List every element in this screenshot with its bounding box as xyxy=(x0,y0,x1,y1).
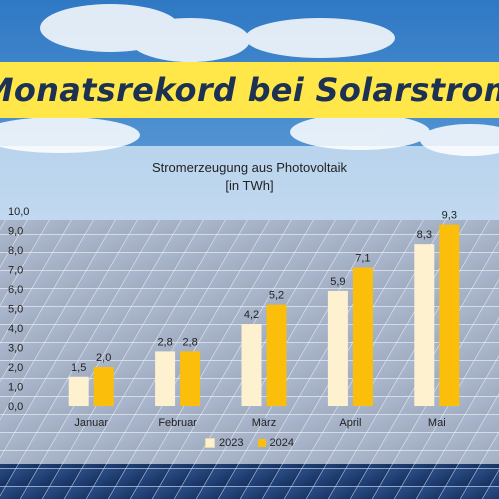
legend-label-2023: 2023 xyxy=(219,437,244,449)
y-tick-label: 2,0 xyxy=(8,362,23,374)
y-tick-label: 4,0 xyxy=(8,323,23,335)
bar-2023-april xyxy=(327,290,348,406)
bar-2023-märz xyxy=(241,324,262,406)
chart-subtitle: [in TWh] xyxy=(225,178,274,193)
y-tick-label: 7,0 xyxy=(8,265,23,277)
y-tick-label: 9,0 xyxy=(8,226,23,238)
data-label: 2,0 xyxy=(96,352,111,364)
x-tick-label: Februar xyxy=(158,417,197,429)
data-label: 4,2 xyxy=(244,309,259,321)
data-label: 1,5 xyxy=(71,362,86,374)
bar-2024-märz xyxy=(266,304,287,406)
legend-label-2024: 2024 xyxy=(269,437,294,449)
y-tick-label: 5,0 xyxy=(8,304,23,316)
bar-2024-april xyxy=(352,267,373,406)
y-tick-label: 0,0 xyxy=(8,401,23,413)
headline: Monatsrekord bei Solarstrom xyxy=(0,71,499,109)
data-label: 2,8 xyxy=(182,336,197,348)
chart-title: Stromerzeugung aus Photovoltaik xyxy=(151,160,348,175)
bar-2024-januar xyxy=(93,367,114,406)
x-tick-label: Mai xyxy=(428,417,446,429)
data-label: 5,2 xyxy=(269,290,284,302)
data-label: 8,3 xyxy=(417,229,432,241)
bar-2023-mai xyxy=(414,244,435,406)
chart-legend: 2023 2024 xyxy=(0,437,499,449)
bar-2024-mai xyxy=(439,224,460,406)
x-tick-label: April xyxy=(339,417,361,429)
bar-2024-februar xyxy=(180,351,201,406)
y-tick-label: 8,0 xyxy=(8,245,23,257)
x-tick-label: März xyxy=(252,417,276,429)
data-label: 7,1 xyxy=(355,253,370,265)
y-tick-label: 6,0 xyxy=(8,284,23,296)
data-label: 5,9 xyxy=(330,276,345,288)
bar-2023-februar xyxy=(155,351,176,406)
data-label: 2,8 xyxy=(157,336,172,348)
legend-swatch-2023 xyxy=(205,438,216,448)
y-tick-label: 3,0 xyxy=(8,343,23,355)
legend-swatch-2024 xyxy=(257,439,266,447)
legend-item-2024: 2024 xyxy=(257,437,294,449)
x-tick-label: Januar xyxy=(74,417,108,429)
bar-2023-januar xyxy=(68,376,89,406)
y-tick-label: 10,0 xyxy=(8,206,29,218)
data-label: 9,3 xyxy=(442,210,457,222)
legend-item-2023: 2023 xyxy=(205,437,244,449)
y-tick-label: 1,0 xyxy=(8,382,23,394)
headline-banner: Monatsrekord bei Solarstrom xyxy=(0,62,499,118)
